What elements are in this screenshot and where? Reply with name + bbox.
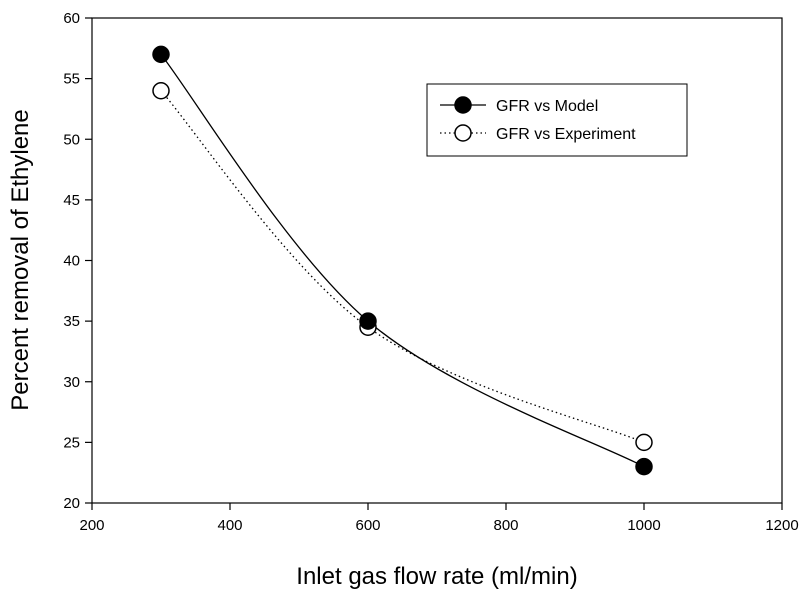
y-tick-label: 55 bbox=[63, 71, 80, 88]
y-axis-title: Percent removal of Ethylene bbox=[7, 109, 34, 411]
series-layer bbox=[152, 45, 653, 476]
x-axis-title: Inlet gas flow rate (ml/min) bbox=[296, 563, 577, 590]
legend-label-experiment: GFR vs Experiment bbox=[496, 126, 636, 143]
legend-experiment-marker bbox=[454, 124, 472, 142]
y-tick-label: 20 bbox=[63, 495, 80, 512]
x-tick-label: 1000 bbox=[627, 517, 660, 534]
y-axis-ticks: 20 25 30 35 40 45 50 55 60 bbox=[63, 10, 92, 512]
y-tick-label: 25 bbox=[63, 434, 80, 451]
y-tick-label: 45 bbox=[63, 192, 80, 209]
x-axis-ticks: 200 400 600 800 1000 1200 bbox=[79, 503, 799, 534]
legend: GFR vs Model GFR vs Experiment bbox=[426, 83, 688, 157]
model-data-point bbox=[152, 45, 170, 64]
y-tick-label: 40 bbox=[63, 253, 80, 270]
x-tick-label: 400 bbox=[217, 517, 242, 534]
x-tick-label: 1200 bbox=[765, 517, 798, 534]
model-data-point bbox=[359, 312, 377, 330]
x-tick-label: 800 bbox=[493, 517, 518, 534]
legend-box bbox=[426, 83, 688, 157]
y-tick-label: 30 bbox=[63, 374, 80, 391]
y-tick-label: 35 bbox=[63, 313, 80, 330]
x-tick-label: 600 bbox=[355, 517, 380, 534]
experiment-data-point bbox=[635, 433, 653, 452]
legend-model-marker bbox=[454, 96, 472, 114]
legend-label-model: GFR vs Model bbox=[496, 98, 598, 115]
y-tick-label: 60 bbox=[63, 10, 80, 27]
x-tick-label: 200 bbox=[79, 517, 104, 534]
model-data-point bbox=[635, 457, 653, 476]
experiment-data-point bbox=[152, 82, 170, 100]
y-tick-label: 50 bbox=[63, 131, 80, 148]
